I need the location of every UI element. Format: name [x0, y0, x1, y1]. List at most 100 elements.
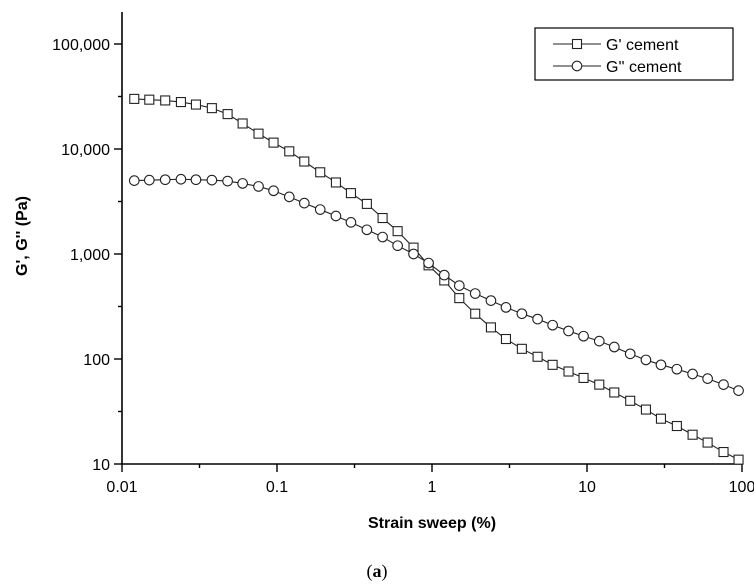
data-point	[547, 319, 558, 331]
data-point	[190, 174, 202, 186]
y-tick-label: 10	[92, 457, 110, 474]
data-point	[453, 280, 465, 291]
legend: G' cement G'' cement	[534, 27, 734, 81]
data-point	[222, 109, 233, 120]
data-point	[593, 335, 605, 347]
data-point	[655, 413, 667, 424]
data-point	[283, 191, 295, 203]
legend-items: G' cement G'' cement	[553, 37, 682, 76]
data-point	[143, 174, 155, 186]
data-point	[609, 387, 620, 398]
legend-item: G' cement	[553, 37, 679, 54]
series-line	[134, 178, 739, 392]
data-point	[516, 308, 528, 320]
data-point	[640, 404, 651, 415]
data-point	[237, 178, 248, 189]
series-1	[129, 93, 744, 465]
data-point	[206, 174, 218, 186]
data-point	[392, 240, 403, 252]
data-point	[392, 226, 403, 237]
x-axis-title: Strain sweep (%)	[368, 515, 496, 532]
data-point	[485, 295, 497, 306]
data-point	[237, 118, 248, 129]
data-point	[298, 197, 310, 209]
x-tick-label: 0.01	[106, 479, 137, 496]
data-point	[454, 293, 465, 304]
legend-box	[534, 27, 734, 81]
data-point	[594, 379, 605, 390]
data-point	[330, 210, 342, 222]
data-point	[733, 454, 744, 465]
y-tick-label: 100,000	[52, 37, 110, 54]
data-point	[361, 224, 373, 236]
y-tick-label: 10,000	[61, 142, 110, 159]
data-point	[175, 173, 187, 185]
data-point	[640, 354, 652, 366]
data-point	[159, 174, 171, 186]
caption-open: (	[367, 561, 373, 582]
y-ticks: 10 100 1,000 10,000 100,000	[52, 37, 122, 474]
x-ticks: 0.01 0.1 1 10 100	[106, 464, 754, 496]
data-point	[175, 96, 186, 108]
data-point	[330, 177, 341, 188]
legend-label: G'' cement	[606, 59, 682, 76]
data-point	[624, 348, 636, 360]
data-point	[160, 95, 171, 106]
data-point	[655, 359, 667, 371]
data-point	[144, 94, 155, 105]
data-point	[578, 372, 589, 383]
data-point	[345, 188, 357, 199]
data-point	[500, 333, 512, 345]
y-tick-label: 100	[83, 352, 110, 369]
data-point	[687, 368, 698, 380]
caption-close: )	[382, 561, 388, 582]
data-point	[702, 373, 713, 384]
plot-area: 10 100 1,000 10,000 100,000 0.01 0.1 1 10 100	[52, 12, 754, 496]
data-point	[608, 341, 620, 353]
data-point	[128, 175, 140, 186]
data-point	[268, 137, 279, 148]
data-point	[284, 146, 295, 157]
data-point	[671, 363, 683, 375]
data-point	[253, 128, 264, 139]
data-point	[299, 156, 310, 167]
series-2	[128, 173, 744, 396]
data-point	[408, 248, 419, 260]
data-point	[377, 231, 388, 243]
data-point	[485, 322, 496, 333]
data-point	[500, 302, 512, 313]
data-point	[563, 366, 574, 377]
data-point	[315, 167, 326, 178]
data-point	[206, 103, 217, 114]
series-line	[134, 98, 739, 461]
data-point	[532, 351, 543, 362]
x-tick-label: 1	[428, 479, 437, 496]
data-point	[671, 420, 682, 432]
data-point	[702, 437, 713, 448]
data-point	[253, 181, 264, 192]
legend-item: G'' cement	[553, 59, 682, 76]
data-point	[718, 446, 729, 458]
data-point	[423, 257, 434, 269]
data-point	[129, 93, 140, 104]
data-point	[532, 313, 543, 325]
data-point	[547, 359, 558, 370]
data-point	[268, 185, 279, 197]
x-tick-label: 10	[578, 479, 596, 496]
data-point	[733, 385, 744, 396]
data-point	[687, 429, 698, 440]
x-tick-label: 100	[729, 479, 754, 496]
data-point	[377, 212, 388, 224]
legend-label: G' cement	[606, 37, 679, 54]
data-point	[470, 308, 481, 319]
y-tick-label: 1,000	[70, 247, 110, 264]
data-point	[625, 395, 636, 406]
data-point	[190, 99, 202, 110]
data-point	[361, 198, 372, 209]
data-point	[438, 269, 450, 281]
data-point	[314, 204, 326, 215]
legend-marker	[571, 38, 583, 50]
data-point	[516, 343, 527, 354]
y-axis-title: G', G'' (Pa)	[14, 196, 31, 276]
